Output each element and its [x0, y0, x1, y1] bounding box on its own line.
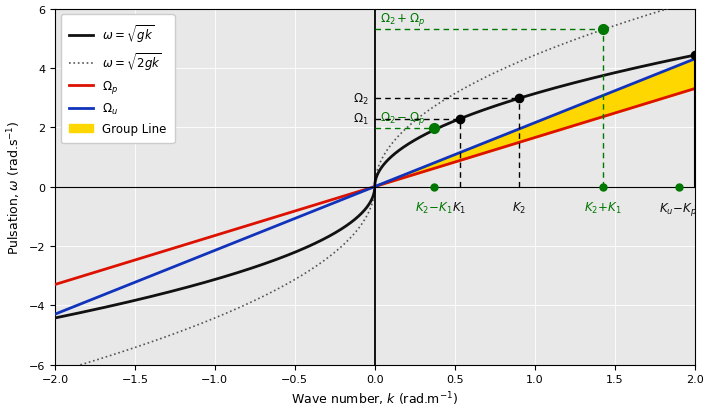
X-axis label: Wave number, $k$ (rad.m$^{-1}$): Wave number, $k$ (rad.m$^{-1}$) [291, 390, 458, 408]
Text: $\Omega_2+\Omega_p$: $\Omega_2+\Omega_p$ [379, 11, 425, 28]
Legend: $\omega=\sqrt{gk}$, $\omega=\sqrt{2gk}$, $\Omega_p$, $\Omega_u$, Group Line: $\omega=\sqrt{gk}$, $\omega=\sqrt{2gk}$,… [61, 15, 175, 144]
Text: $K_2\!-\!K_1$: $K_2\!-\!K_1$ [415, 200, 453, 216]
Text: $K_1$: $K_1$ [452, 200, 467, 216]
Text: $\Omega_1$: $\Omega_1$ [353, 112, 369, 127]
Text: $K_u\!-\!K_p$: $K_u\!-\!K_p$ [659, 200, 698, 217]
Text: $\Omega_2$: $\Omega_2$ [353, 92, 369, 107]
Text: $\Omega_2-\Omega_p$: $\Omega_2-\Omega_p$ [379, 109, 425, 126]
Y-axis label: Pulsation, $\omega$ (rad.s$^{-1}$): Pulsation, $\omega$ (rad.s$^{-1}$) [6, 120, 23, 254]
Text: $K_2\!+\!K_1$: $K_2\!+\!K_1$ [584, 200, 623, 216]
Text: $K_2$: $K_2$ [512, 200, 526, 216]
